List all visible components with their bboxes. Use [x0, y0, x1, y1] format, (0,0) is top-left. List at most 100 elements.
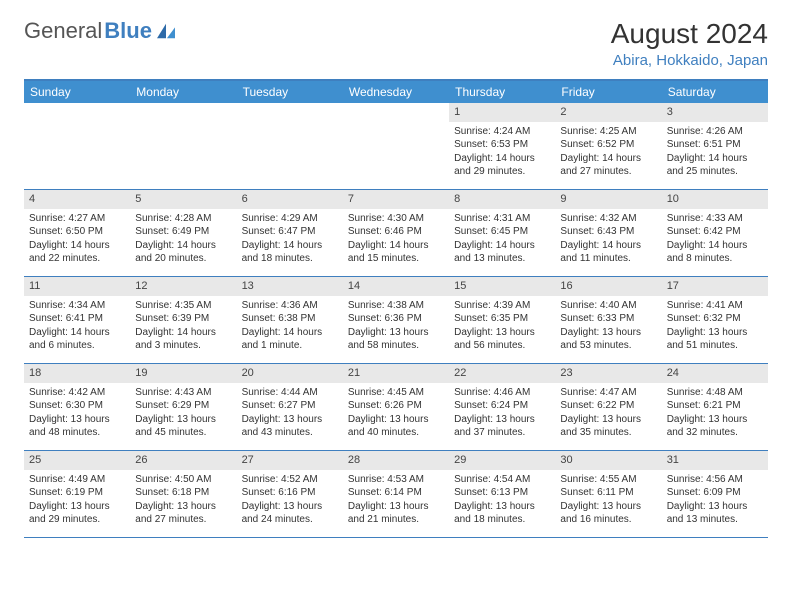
day-header: Wednesday	[343, 81, 449, 103]
sunset-text: Sunset: 6:19 PM	[29, 486, 125, 500]
week-row: 25Sunrise: 4:49 AMSunset: 6:19 PMDayligh…	[24, 451, 768, 538]
sunrise-text: Sunrise: 4:34 AM	[29, 299, 125, 313]
calendar: Sunday Monday Tuesday Wednesday Thursday…	[24, 79, 768, 538]
day-body: Sunrise: 4:55 AMSunset: 6:11 PMDaylight:…	[555, 470, 661, 531]
sunrise-text: Sunrise: 4:56 AM	[667, 473, 763, 487]
daylight-text: Daylight: 13 hours and 48 minutes.	[29, 413, 125, 440]
day-number: 14	[343, 277, 449, 296]
day-number: 10	[662, 190, 768, 209]
daylight-text: Daylight: 13 hours and 18 minutes.	[454, 500, 550, 527]
day-body: Sunrise: 4:46 AMSunset: 6:24 PMDaylight:…	[449, 383, 555, 444]
day-body: Sunrise: 4:36 AMSunset: 6:38 PMDaylight:…	[237, 296, 343, 357]
daylight-text: Daylight: 13 hours and 24 minutes.	[242, 500, 338, 527]
day-number: 25	[24, 451, 130, 470]
sunrise-text: Sunrise: 4:50 AM	[135, 473, 231, 487]
day-body: Sunrise: 4:29 AMSunset: 6:47 PMDaylight:…	[237, 209, 343, 270]
day-body: Sunrise: 4:41 AMSunset: 6:32 PMDaylight:…	[662, 296, 768, 357]
daylight-text: Daylight: 14 hours and 11 minutes.	[560, 239, 656, 266]
day-number	[24, 103, 130, 121]
daylight-text: Daylight: 13 hours and 56 minutes.	[454, 326, 550, 353]
sunrise-text: Sunrise: 4:25 AM	[560, 125, 656, 139]
day-body: Sunrise: 4:35 AMSunset: 6:39 PMDaylight:…	[130, 296, 236, 357]
day-number: 4	[24, 190, 130, 209]
daylight-text: Daylight: 14 hours and 15 minutes.	[348, 239, 444, 266]
sunset-text: Sunset: 6:42 PM	[667, 225, 763, 239]
day-number: 19	[130, 364, 236, 383]
day-cell: 18Sunrise: 4:42 AMSunset: 6:30 PMDayligh…	[24, 364, 130, 450]
day-cell: 1Sunrise: 4:24 AMSunset: 6:53 PMDaylight…	[449, 103, 555, 189]
daylight-text: Daylight: 14 hours and 27 minutes.	[560, 152, 656, 179]
week-row: 11Sunrise: 4:34 AMSunset: 6:41 PMDayligh…	[24, 277, 768, 364]
day-number: 18	[24, 364, 130, 383]
day-number: 12	[130, 277, 236, 296]
day-header: Thursday	[449, 81, 555, 103]
day-body: Sunrise: 4:32 AMSunset: 6:43 PMDaylight:…	[555, 209, 661, 270]
daylight-text: Daylight: 14 hours and 22 minutes.	[29, 239, 125, 266]
daylight-text: Daylight: 13 hours and 13 minutes.	[667, 500, 763, 527]
day-cell: 23Sunrise: 4:47 AMSunset: 6:22 PMDayligh…	[555, 364, 661, 450]
sunrise-text: Sunrise: 4:26 AM	[667, 125, 763, 139]
daylight-text: Daylight: 14 hours and 29 minutes.	[454, 152, 550, 179]
day-body: Sunrise: 4:48 AMSunset: 6:21 PMDaylight:…	[662, 383, 768, 444]
day-number	[237, 103, 343, 121]
sunrise-text: Sunrise: 4:41 AM	[667, 299, 763, 313]
daylight-text: Daylight: 13 hours and 45 minutes.	[135, 413, 231, 440]
day-cell: 31Sunrise: 4:56 AMSunset: 6:09 PMDayligh…	[662, 451, 768, 537]
sunset-text: Sunset: 6:30 PM	[29, 399, 125, 413]
day-cell: 9Sunrise: 4:32 AMSunset: 6:43 PMDaylight…	[555, 190, 661, 276]
day-cell: 16Sunrise: 4:40 AMSunset: 6:33 PMDayligh…	[555, 277, 661, 363]
day-number: 1	[449, 103, 555, 122]
day-number: 27	[237, 451, 343, 470]
day-number: 30	[555, 451, 661, 470]
daylight-text: Daylight: 13 hours and 58 minutes.	[348, 326, 444, 353]
logo: GeneralBlue	[24, 18, 177, 44]
sunset-text: Sunset: 6:51 PM	[667, 138, 763, 152]
day-body: Sunrise: 4:40 AMSunset: 6:33 PMDaylight:…	[555, 296, 661, 357]
day-cell: 21Sunrise: 4:45 AMSunset: 6:26 PMDayligh…	[343, 364, 449, 450]
day-body: Sunrise: 4:30 AMSunset: 6:46 PMDaylight:…	[343, 209, 449, 270]
day-number: 3	[662, 103, 768, 122]
sunset-text: Sunset: 6:33 PM	[560, 312, 656, 326]
day-cell: 28Sunrise: 4:53 AMSunset: 6:14 PMDayligh…	[343, 451, 449, 537]
day-cell: 19Sunrise: 4:43 AMSunset: 6:29 PMDayligh…	[130, 364, 236, 450]
sunset-text: Sunset: 6:09 PM	[667, 486, 763, 500]
sunrise-text: Sunrise: 4:52 AM	[242, 473, 338, 487]
sunset-text: Sunset: 6:16 PM	[242, 486, 338, 500]
sunset-text: Sunset: 6:36 PM	[348, 312, 444, 326]
sunrise-text: Sunrise: 4:32 AM	[560, 212, 656, 226]
day-cell: 17Sunrise: 4:41 AMSunset: 6:32 PMDayligh…	[662, 277, 768, 363]
sunset-text: Sunset: 6:22 PM	[560, 399, 656, 413]
sunrise-text: Sunrise: 4:46 AM	[454, 386, 550, 400]
day-number: 24	[662, 364, 768, 383]
day-number: 13	[237, 277, 343, 296]
day-body: Sunrise: 4:47 AMSunset: 6:22 PMDaylight:…	[555, 383, 661, 444]
title-block: August 2024 Abira, Hokkaido, Japan	[611, 18, 768, 69]
day-cell: 15Sunrise: 4:39 AMSunset: 6:35 PMDayligh…	[449, 277, 555, 363]
sunset-text: Sunset: 6:49 PM	[135, 225, 231, 239]
day-number: 9	[555, 190, 661, 209]
day-body: Sunrise: 4:53 AMSunset: 6:14 PMDaylight:…	[343, 470, 449, 531]
day-cell: 14Sunrise: 4:38 AMSunset: 6:36 PMDayligh…	[343, 277, 449, 363]
daylight-text: Daylight: 13 hours and 21 minutes.	[348, 500, 444, 527]
sunset-text: Sunset: 6:24 PM	[454, 399, 550, 413]
day-number: 29	[449, 451, 555, 470]
day-cell: 24Sunrise: 4:48 AMSunset: 6:21 PMDayligh…	[662, 364, 768, 450]
day-number: 28	[343, 451, 449, 470]
day-cell: 2Sunrise: 4:25 AMSunset: 6:52 PMDaylight…	[555, 103, 661, 189]
sunrise-text: Sunrise: 4:28 AM	[135, 212, 231, 226]
day-number: 2	[555, 103, 661, 122]
sunset-text: Sunset: 6:41 PM	[29, 312, 125, 326]
day-header: Monday	[130, 81, 236, 103]
day-cell: 29Sunrise: 4:54 AMSunset: 6:13 PMDayligh…	[449, 451, 555, 537]
day-body: Sunrise: 4:50 AMSunset: 6:18 PMDaylight:…	[130, 470, 236, 531]
location-text: Abira, Hokkaido, Japan	[611, 52, 768, 69]
sunrise-text: Sunrise: 4:47 AM	[560, 386, 656, 400]
day-body: Sunrise: 4:28 AMSunset: 6:49 PMDaylight:…	[130, 209, 236, 270]
daylight-text: Daylight: 14 hours and 13 minutes.	[454, 239, 550, 266]
sunset-text: Sunset: 6:50 PM	[29, 225, 125, 239]
daylight-text: Daylight: 14 hours and 1 minute.	[242, 326, 338, 353]
day-body: Sunrise: 4:34 AMSunset: 6:41 PMDaylight:…	[24, 296, 130, 357]
day-body: Sunrise: 4:31 AMSunset: 6:45 PMDaylight:…	[449, 209, 555, 270]
day-body: Sunrise: 4:45 AMSunset: 6:26 PMDaylight:…	[343, 383, 449, 444]
day-body: Sunrise: 4:27 AMSunset: 6:50 PMDaylight:…	[24, 209, 130, 270]
